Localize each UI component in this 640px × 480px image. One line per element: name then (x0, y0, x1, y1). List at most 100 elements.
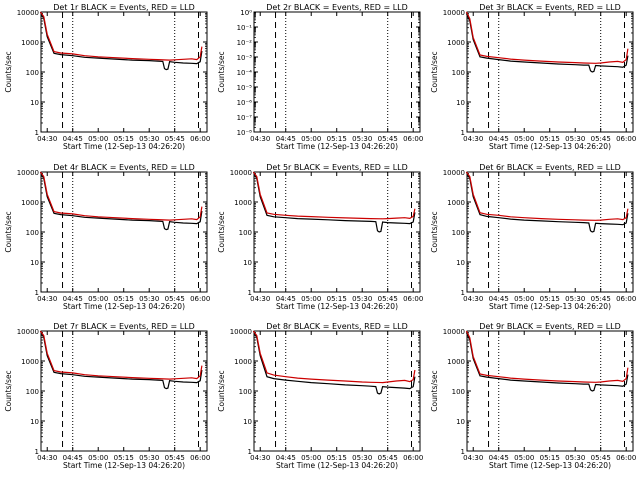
lld-series-line (465, 171, 629, 221)
events-series-line (465, 332, 629, 392)
plot-frame (40, 330, 208, 452)
x-tick-label: 05:45 (378, 295, 398, 303)
y-tick-label: 10⁻³ (237, 54, 253, 62)
y-axis-label: Counts/sec (217, 51, 226, 92)
x-tick-label: 05:00 (88, 295, 108, 303)
x-tick-label: 05:45 (378, 454, 398, 462)
events-series-line (465, 13, 629, 73)
y-tick-label: 1000 (447, 199, 465, 207)
x-tick-label: 05:00 (514, 135, 534, 143)
x-axis-label: Start Time (12-Sep-13 04:26:20) (63, 302, 185, 311)
y-tick-label: 100 (452, 229, 465, 237)
y-tick-label: 10⁻⁸ (237, 129, 253, 137)
x-tick-label: 04:45 (63, 454, 83, 462)
panel-title: Det 7r BLACK = Events, RED = LLD (53, 322, 195, 331)
x-tick-label: 05:00 (514, 454, 534, 462)
x-tick-label: 05:15 (540, 135, 560, 143)
panel-4: Det 4r BLACK = Events, RED = LLD 1 10 100 10… (4, 163, 210, 311)
panel-2: Det 2r BLACK = Events, RED = LLD 10⁻⁸ 10⁻⁷… (217, 3, 423, 151)
y-tick-label: 1000 (234, 358, 252, 366)
x-tick-label: 05:15 (327, 295, 347, 303)
lld-series-line (465, 11, 629, 64)
x-axis-label: Start Time (12-Sep-13 04:26:20) (276, 461, 398, 470)
x-tick-label: 05:45 (591, 454, 611, 462)
y-tick-label: 1 (461, 289, 465, 297)
y-tick-label: 10000 (443, 9, 465, 17)
y-tick-label: 100 (26, 69, 39, 77)
events-series-line (39, 171, 203, 231)
y-tick-label: 10⁻⁴ (237, 69, 253, 77)
x-tick-label: 05:15 (327, 454, 347, 462)
x-tick-label: 05:15 (114, 295, 134, 303)
x-tick-label: 04:45 (276, 135, 296, 143)
panel-3: Det 3r BLACK = Events, RED = LLD 1 10 100 10… (430, 3, 636, 151)
y-tick-label: 10⁻⁵ (237, 84, 253, 92)
panel-5: Det 5r BLACK = Events, RED = LLD 1 10 100 10… (217, 163, 423, 311)
x-tick-label: 06:00 (403, 295, 423, 303)
y-tick-label: 10⁻¹ (237, 24, 253, 32)
plot-frame (40, 171, 208, 293)
x-tick-label: 05:00 (88, 135, 108, 143)
plot-frame (40, 11, 208, 133)
events-series-line (252, 330, 416, 395)
y-axis-label: Counts/sec (217, 370, 226, 411)
x-axis-label: Start Time (12-Sep-13 04:26:20) (276, 142, 398, 151)
y-tick-label: 10 (30, 259, 39, 267)
panel-title: Det 2r BLACK = Events, RED = LLD (266, 3, 408, 12)
y-tick-label: 1000 (21, 199, 39, 207)
x-tick-label: 04:45 (489, 454, 509, 462)
plot-frame (253, 11, 421, 133)
x-tick-label: 06:00 (190, 454, 210, 462)
x-tick-label: 05:00 (301, 454, 321, 462)
y-axis-label: Counts/sec (430, 51, 439, 92)
y-tick-label: 1000 (447, 39, 465, 47)
events-series-line (39, 330, 203, 390)
events-series-line (252, 171, 416, 233)
y-tick-label: 10⁰ (240, 9, 252, 17)
x-tick-label: 04:30 (250, 454, 270, 462)
x-tick-label: 05:00 (514, 295, 534, 303)
y-axis-label: Counts/sec (4, 211, 13, 252)
y-tick-label: 1000 (447, 358, 465, 366)
x-axis-label: Start Time (12-Sep-13 04:26:20) (489, 142, 611, 151)
x-tick-label: 05:30 (139, 295, 159, 303)
plot-frame (466, 11, 634, 133)
panel-title: Det 9r BLACK = Events, RED = LLD (479, 322, 621, 331)
y-axis-label: Counts/sec (4, 51, 13, 92)
x-axis-label: Start Time (12-Sep-13 04:26:20) (63, 461, 185, 470)
plot-frame (253, 330, 421, 452)
x-tick-label: 05:00 (88, 454, 108, 462)
x-tick-label: 04:30 (250, 295, 270, 303)
y-tick-label: 1 (461, 448, 465, 456)
x-tick-label: 04:45 (63, 135, 83, 143)
y-axis-label: Counts/sec (430, 211, 439, 252)
x-tick-label: 05:15 (540, 295, 560, 303)
y-tick-label: 100 (452, 69, 465, 77)
y-tick-label: 10000 (443, 169, 465, 177)
y-tick-label: 10000 (443, 328, 465, 336)
panel-title: Det 8r BLACK = Events, RED = LLD (266, 322, 408, 331)
x-tick-label: 04:30 (37, 135, 57, 143)
panel-title: Det 3r BLACK = Events, RED = LLD (479, 3, 621, 12)
y-tick-label: 1000 (21, 358, 39, 366)
x-tick-label: 04:30 (37, 295, 57, 303)
y-tick-label: 10⁻⁶ (237, 99, 253, 107)
x-tick-label: 05:15 (114, 135, 134, 143)
y-tick-label: 1000 (234, 199, 252, 207)
lld-series-line (465, 330, 629, 383)
x-tick-label: 04:30 (37, 454, 57, 462)
x-tick-label: 05:15 (540, 454, 560, 462)
y-axis-label: Counts/sec (430, 370, 439, 411)
x-tick-label: 06:00 (190, 295, 210, 303)
y-axis-label: Counts/sec (217, 211, 226, 252)
plot-frame (466, 330, 634, 452)
x-tick-label: 04:45 (276, 454, 296, 462)
x-tick-label: 05:30 (565, 295, 585, 303)
x-tick-label: 05:30 (139, 135, 159, 143)
y-tick-label: 1000 (21, 39, 39, 47)
y-tick-label: 1 (248, 289, 252, 297)
y-tick-label: 1 (35, 129, 39, 137)
x-tick-label: 06:00 (190, 135, 210, 143)
panel-6: Det 6r BLACK = Events, RED = LLD 1 10 100 10… (430, 163, 636, 311)
y-tick-label: 10⁻² (237, 39, 253, 47)
